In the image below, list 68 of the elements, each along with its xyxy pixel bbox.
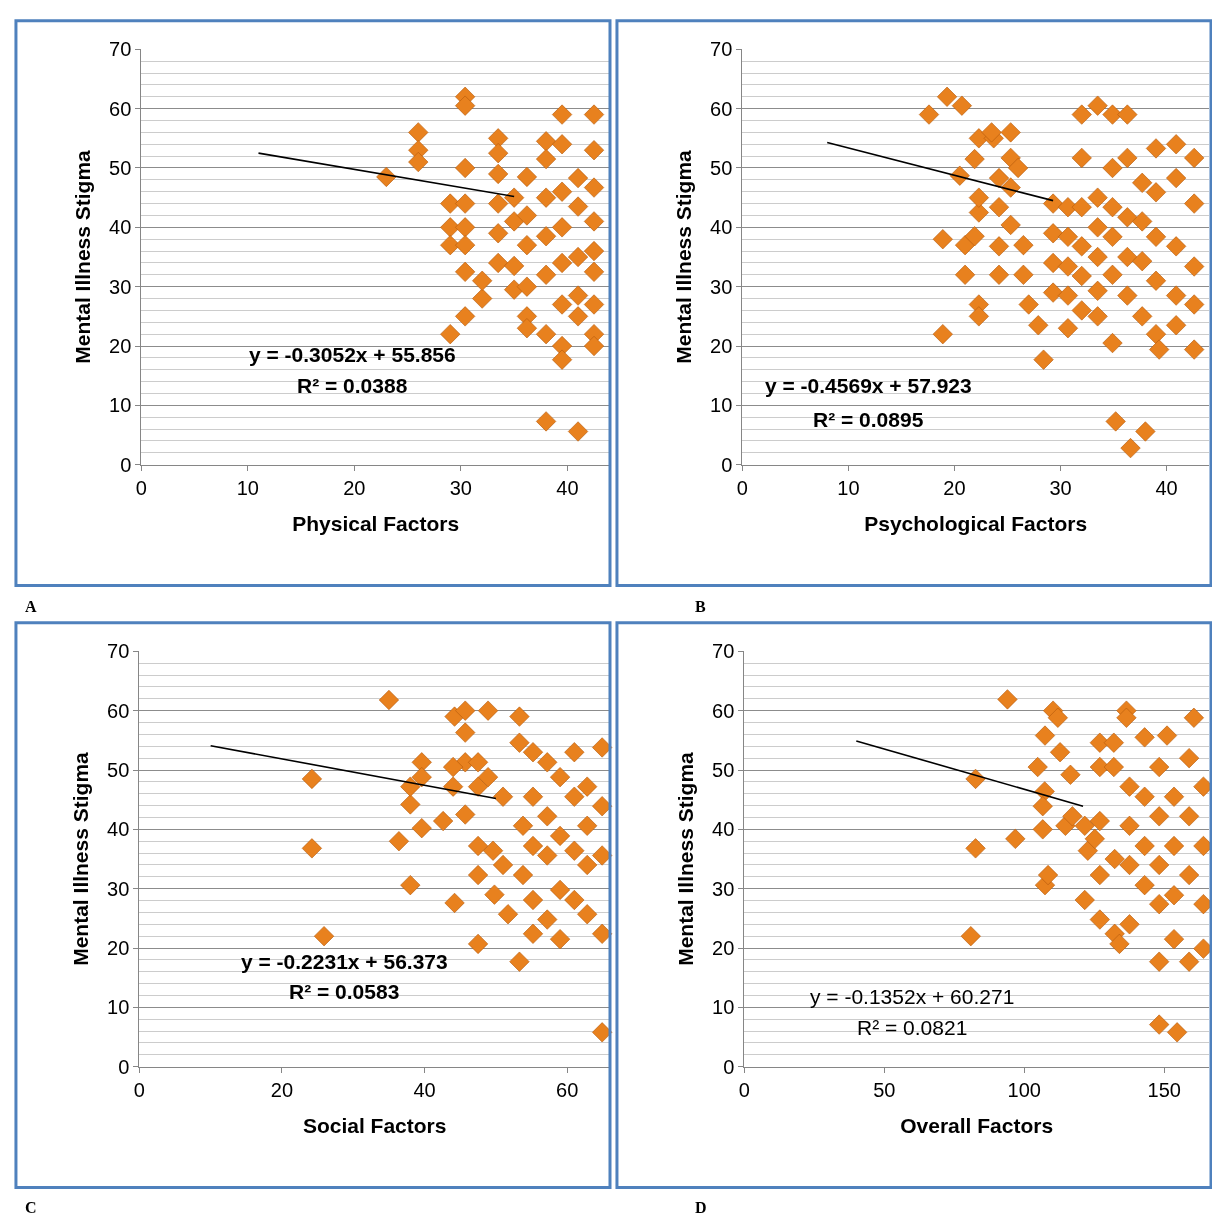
y-tick-label: 50	[712, 759, 735, 782]
x-tick-label: 100	[1007, 1078, 1041, 1101]
y-tick-label: 20	[109, 335, 132, 358]
y-tick-label: 30	[712, 877, 735, 900]
x-tick-label: 60	[556, 1078, 579, 1101]
y-tick-label: 50	[710, 156, 733, 179]
y-tick-label: 70	[109, 38, 132, 61]
y-tick-label: 0	[723, 1055, 735, 1078]
annotation: y = -0.4569x + 57.923	[765, 374, 972, 397]
y-tick-label: 60	[710, 97, 733, 120]
y-axis-title: Mental Illness Stigma	[71, 149, 95, 364]
y-tick-label: 60	[107, 699, 130, 722]
x-tick-label: 20	[943, 476, 966, 499]
annotation: y = -0.3052x + 55.856	[249, 343, 456, 366]
y-tick-label: 50	[109, 156, 132, 179]
text: C	[25, 1199, 37, 1216]
y-tick-label: 0	[118, 1055, 130, 1078]
x-tick-label: 150	[1147, 1078, 1181, 1101]
text: B	[695, 598, 706, 615]
x-tick-label: 40	[556, 476, 579, 499]
x-axis-title: Overall Factors	[900, 1113, 1054, 1137]
y-tick-label: 30	[109, 275, 132, 298]
y-tick-label: 60	[712, 699, 735, 722]
x-tick-label: 10	[837, 476, 860, 499]
x-tick-label: 50	[873, 1078, 896, 1101]
y-axis-title: Mental Illness Stigma	[672, 149, 696, 364]
y-tick-label: 60	[109, 97, 132, 120]
y-tick-label: 30	[107, 877, 130, 900]
y-tick-label: 70	[710, 38, 733, 61]
y-tick-label: 20	[710, 335, 733, 358]
y-tick-label: 10	[109, 394, 132, 417]
y-tick-label: 10	[710, 394, 733, 417]
x-tick-label: 10	[236, 476, 259, 499]
x-tick-label: 20	[343, 476, 366, 499]
y-tick-label: 10	[107, 996, 130, 1019]
x-tick-label: 0	[135, 476, 147, 499]
annotation: y = -0.2231x + 56.373	[241, 950, 448, 973]
x-tick-label: 40	[413, 1078, 436, 1101]
y-tick-label: 30	[710, 275, 733, 298]
y-tick-label: 70	[107, 640, 130, 663]
y-tick-label: 20	[712, 937, 735, 960]
x-tick-label: 30	[1049, 476, 1072, 499]
text: D	[695, 1199, 707, 1216]
x-tick-label: 0	[738, 1078, 750, 1101]
annotation: R² = 0.0388	[297, 374, 408, 397]
annotation: R² = 0.0821	[857, 1016, 968, 1039]
y-tick-label: 50	[107, 759, 130, 782]
y-tick-label: 0	[120, 453, 132, 476]
x-tick-label: 40	[1155, 476, 1178, 499]
y-tick-label: 40	[107, 818, 130, 841]
y-tick-label: 40	[109, 216, 132, 239]
x-tick-label: 20	[270, 1078, 294, 1101]
x-axis-title: Social Factors	[302, 1113, 447, 1137]
y-axis-title: Mental Illness Stigma	[69, 751, 93, 966]
text: A	[25, 598, 37, 615]
x-tick-label: 30	[449, 476, 472, 499]
y-tick-label: 10	[712, 996, 735, 1019]
annotation: y = -0.1352x + 60.271	[810, 985, 1015, 1008]
y-tick-label: 20	[107, 937, 130, 960]
x-axis-title: Psychological Factors	[864, 511, 1088, 535]
annotation: R² = 0.0583	[289, 980, 400, 1003]
y-tick-label: 40	[712, 818, 735, 841]
annotation: R² = 0.0895	[813, 408, 924, 431]
x-axis-title: Physical Factors	[292, 511, 460, 535]
y-axis-title: Mental Illness Stigma	[674, 751, 698, 966]
y-tick-label: 0	[721, 453, 733, 476]
y-tick-label: 40	[710, 216, 733, 239]
y-tick-label: 70	[712, 640, 735, 663]
